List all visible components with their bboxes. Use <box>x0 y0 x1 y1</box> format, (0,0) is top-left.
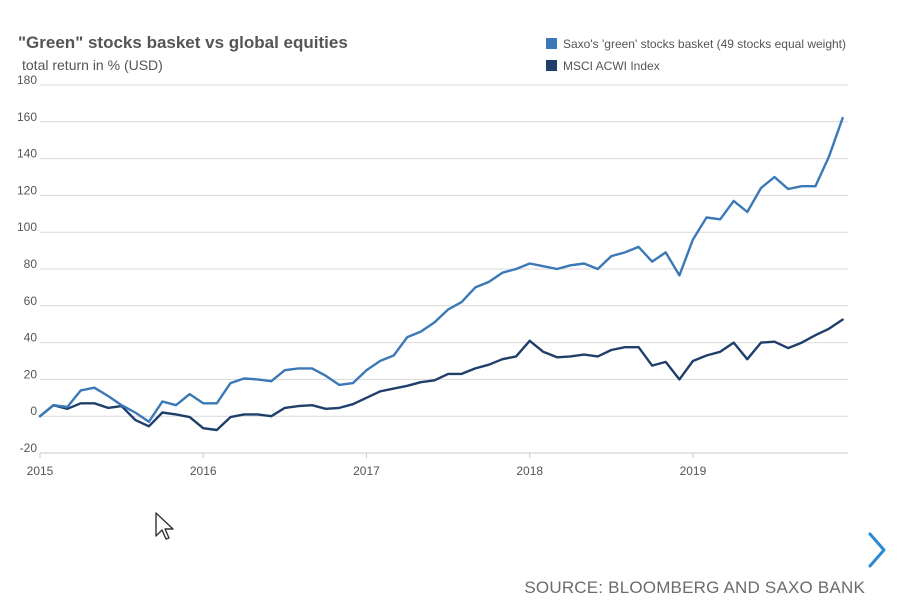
source-note: SOURCE: BLOOMBERG AND SAXO BANK <box>524 578 865 597</box>
y-axis: -20 0 20 40 60 80 100 120 140 160 180 <box>17 73 37 455</box>
y-tick-label: 0 <box>30 404 37 418</box>
chevron-right-icon[interactable] <box>862 530 892 570</box>
y-tick-label: 160 <box>17 110 37 124</box>
chart-subtitle: total return in % (USD) <box>22 57 163 73</box>
grid <box>40 84 848 454</box>
x-tick-label: 2019 <box>680 464 707 478</box>
legend-swatch <box>546 60 557 71</box>
y-tick-label: 180 <box>17 73 37 87</box>
y-tick-label: 20 <box>24 367 38 381</box>
series-line-0 <box>38 116 844 423</box>
series-group <box>38 116 844 432</box>
y-tick-label: 60 <box>24 294 38 308</box>
series-line-1 <box>38 318 844 432</box>
x-axis: 2015 2016 2017 2018 2019 <box>27 453 707 478</box>
legend-label: Saxo's 'green' stocks basket (49 stocks … <box>563 37 846 51</box>
x-tick-label: 2018 <box>516 464 543 478</box>
chart-title: "Green" stocks basket vs global equities <box>18 33 348 52</box>
legend: Saxo's 'green' stocks basket (49 stocks … <box>546 37 846 73</box>
y-tick-label: 100 <box>17 220 37 234</box>
y-tick-label: 120 <box>17 183 37 197</box>
x-tick-label: 2015 <box>27 464 54 478</box>
y-tick-label: -20 <box>20 441 38 455</box>
mouse-pointer-icon <box>155 512 177 542</box>
y-tick-label: 140 <box>17 147 37 161</box>
y-tick-label: 40 <box>24 331 38 345</box>
x-tick-label: 2017 <box>353 464 380 478</box>
x-tick-label: 2016 <box>190 464 217 478</box>
legend-swatch <box>546 38 557 49</box>
legend-label: MSCI ACWI Index <box>563 59 660 73</box>
y-tick-label: 80 <box>24 257 38 271</box>
